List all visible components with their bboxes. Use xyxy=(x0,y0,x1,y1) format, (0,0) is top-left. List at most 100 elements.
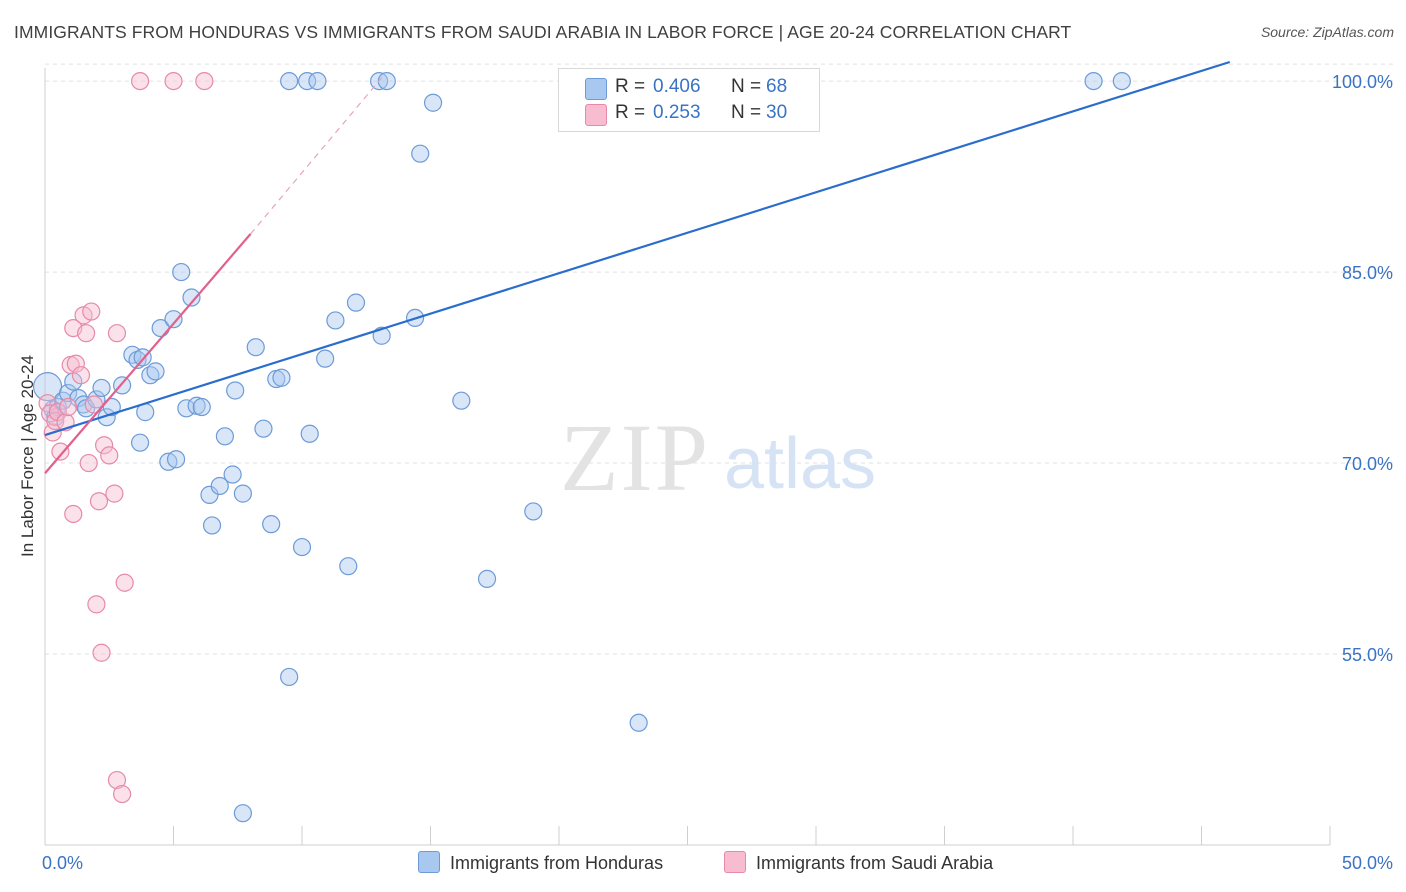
bottom-legend-honduras: Immigrants from Honduras xyxy=(418,851,663,874)
honduras-point xyxy=(326,311,345,330)
legend-n-value-honduras: 68 xyxy=(766,76,788,97)
saudi-point xyxy=(105,484,124,503)
honduras-point xyxy=(1084,71,1103,91)
honduras-point xyxy=(87,390,106,409)
honduras-point xyxy=(629,713,648,732)
saudi-point xyxy=(164,71,183,91)
x-tick-label: 50.0% xyxy=(1342,853,1393,873)
honduras-point xyxy=(172,262,191,282)
saudi-point xyxy=(112,784,132,804)
honduras-point xyxy=(233,484,252,503)
honduras-point xyxy=(59,383,78,403)
chart-title: IMMIGRANTS FROM HONDURAS VS IMMIGRANTS F… xyxy=(14,22,1072,42)
honduras-point xyxy=(346,293,366,312)
saudi-point xyxy=(64,504,83,524)
honduras-point xyxy=(233,804,252,823)
saudi-point xyxy=(71,366,91,385)
honduras-point xyxy=(272,368,291,387)
honduras-point xyxy=(210,476,229,496)
honduras-point xyxy=(128,350,147,370)
saudi-point xyxy=(84,395,103,414)
legend-n-label: N = xyxy=(731,102,762,123)
bottom-legend-label-saudi: Immigrants from Saudi Arabia xyxy=(756,853,994,873)
saudi-point xyxy=(195,71,214,91)
x-tick-labels: 0.0% 50.0% xyxy=(42,853,1393,873)
honduras-trend-line xyxy=(44,60,1231,437)
honduras-point xyxy=(1112,71,1131,91)
honduras-point xyxy=(524,502,543,521)
honduras-point xyxy=(130,433,150,452)
honduras-point xyxy=(146,362,165,381)
honduras-point xyxy=(477,569,497,589)
saudi-trend-extension xyxy=(250,74,385,235)
saudi-point xyxy=(66,354,85,373)
honduras-point xyxy=(182,288,201,307)
watermark-zip: ZIP xyxy=(560,404,710,511)
saudi-point xyxy=(115,573,134,592)
saudi-point xyxy=(92,643,111,662)
honduras-point xyxy=(411,144,430,163)
y-tick-labels: 55.0% 70.0% 85.0% 100.0% xyxy=(1332,72,1393,665)
bottom-legend-swatch-honduras xyxy=(418,851,440,873)
y-tick-label: 70.0% xyxy=(1342,454,1393,474)
honduras-point xyxy=(92,378,111,398)
grid xyxy=(45,63,1395,655)
bottom-legend-saudi: Immigrants from Saudi Arabia xyxy=(724,851,993,874)
saudi-point xyxy=(79,453,98,473)
legend-n-label: N = xyxy=(731,76,762,97)
legend-r-label: R = xyxy=(615,102,646,123)
honduras-point xyxy=(292,537,312,557)
saudi-point xyxy=(89,492,109,511)
legend-r-value-saudi: 0.253 xyxy=(653,102,701,123)
legend-n-value-saudi: 30 xyxy=(766,102,788,123)
honduras-point xyxy=(166,450,186,469)
y-tick-label: 55.0% xyxy=(1342,645,1393,665)
saudi-point xyxy=(48,403,67,422)
bottom-legend-label-honduras: Immigrants from Honduras xyxy=(450,853,664,873)
y-tick-label: 85.0% xyxy=(1342,263,1393,283)
saudi-trend-line xyxy=(44,233,252,474)
saudi-point xyxy=(77,324,96,343)
honduras-point xyxy=(202,516,222,535)
saudi-point xyxy=(95,436,114,455)
honduras-point xyxy=(452,391,471,410)
honduras-point xyxy=(300,424,319,443)
honduras-point xyxy=(254,419,273,438)
axes xyxy=(44,68,1331,846)
legend-r-label: R = xyxy=(615,76,646,97)
honduras-point xyxy=(102,397,121,417)
honduras-point xyxy=(280,71,299,91)
source-label: Source: ZipAtlas.com xyxy=(1260,24,1394,40)
saudi-point xyxy=(107,324,127,343)
honduras-point xyxy=(164,310,183,329)
honduras-point xyxy=(339,557,358,576)
honduras-point xyxy=(316,349,335,368)
x-tick-label: 0.0% xyxy=(42,853,83,873)
honduras-point xyxy=(223,465,242,484)
honduras-point xyxy=(308,71,327,91)
trend-lines xyxy=(44,60,1231,474)
honduras-point xyxy=(192,397,211,417)
honduras-point xyxy=(246,338,265,357)
legend-swatch-saudi xyxy=(585,104,607,126)
honduras-point xyxy=(226,381,245,400)
honduras-point xyxy=(32,372,63,402)
saudi-point xyxy=(87,595,106,614)
y-axis-label: In Labor Force | Age 20-24 xyxy=(18,355,37,557)
saudi-point xyxy=(130,71,150,91)
saudi-point xyxy=(59,397,78,417)
saudi-point xyxy=(107,770,127,790)
honduras-point xyxy=(215,427,234,446)
honduras-point xyxy=(423,93,443,112)
saudi-point xyxy=(51,442,70,461)
watermark-atlas: atlas xyxy=(724,424,876,504)
honduras-point xyxy=(280,667,299,687)
correlation-legend: R = 0.406 N = 68 R = 0.253 N = 30 xyxy=(558,68,820,132)
saudi-point xyxy=(100,446,119,465)
y-tick-label: 100.0% xyxy=(1332,72,1393,92)
saudi-point xyxy=(82,302,101,321)
honduras-point xyxy=(377,71,396,91)
legend-r-value-honduras: 0.406 xyxy=(653,76,701,97)
honduras-point xyxy=(262,515,281,534)
